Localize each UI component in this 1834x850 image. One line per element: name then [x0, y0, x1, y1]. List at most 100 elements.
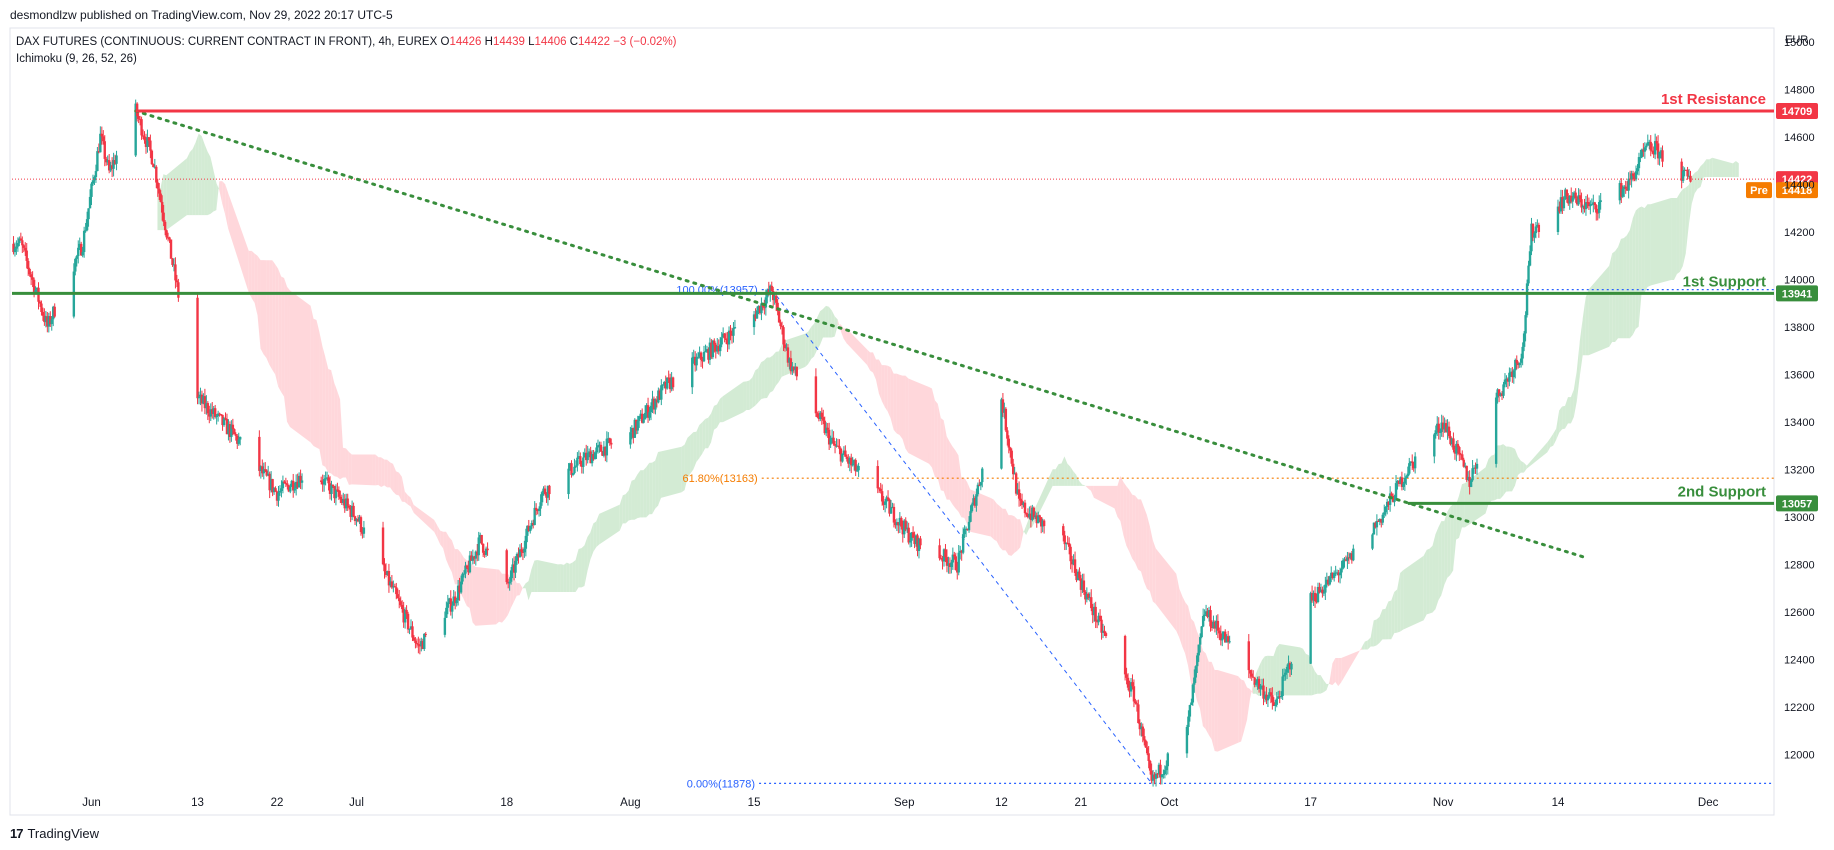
candle-body: [155, 166, 158, 183]
cloud-segment: [1014, 516, 1018, 553]
candle-body: [1104, 633, 1108, 637]
candle-body: [219, 414, 223, 416]
cloud-segment: [1394, 589, 1398, 634]
candle-body: [165, 230, 168, 238]
candle-body: [331, 484, 335, 487]
cloud-segment: [1694, 170, 1698, 194]
candle-body: [888, 499, 891, 514]
candle-body: [776, 302, 779, 312]
cloud-segment: [1067, 463, 1071, 486]
cloud-segment: [1432, 534, 1436, 613]
candle-body: [1265, 694, 1268, 701]
candle-body: [333, 486, 336, 499]
candle-body: [716, 346, 719, 352]
cloud-segment: [690, 432, 694, 474]
candle-body: [795, 366, 798, 377]
candle-body: [1321, 589, 1324, 594]
candle-body: [639, 413, 642, 417]
candle-body: [596, 445, 600, 448]
candle-body: [791, 366, 794, 372]
candle-body: [1151, 774, 1155, 781]
candle-body: [540, 492, 544, 503]
candle-body: [1029, 513, 1033, 520]
candle-body: [794, 366, 797, 370]
candle-body: [1213, 621, 1217, 629]
candle-body: [283, 481, 286, 484]
candle-body: [211, 409, 214, 414]
cloud-segment: [1185, 602, 1189, 666]
candle-body: [87, 208, 90, 220]
cloud-segment: [628, 480, 632, 521]
cloud-segment: [931, 388, 935, 477]
candle-body: [292, 480, 295, 491]
candle-body: [1648, 141, 1651, 143]
candle-body: [1621, 189, 1624, 197]
cloud-segment: [313, 318, 317, 448]
symbol-name[interactable]: DAX FUTURES (CONTINUOUS: CURRENT CONTRAC…: [16, 36, 438, 48]
indicator-label[interactable]: Ichimoku (9, 26, 52, 26): [16, 53, 137, 65]
candle-body: [415, 643, 419, 645]
cloud-segment: [743, 381, 747, 413]
candle-body: [237, 439, 240, 444]
candle-body: [90, 183, 93, 197]
candle-body: [1038, 515, 1041, 518]
candle-body: [297, 475, 301, 488]
price-axis[interactable]: 12000 12200 12400 12600 12800 13000 13200 13400…: [1784, 37, 1815, 762]
cloud-segment: [1005, 508, 1009, 556]
candle-body: [1144, 740, 1147, 748]
candle-body: [81, 252, 84, 256]
candle-body: [1689, 175, 1692, 182]
candle-body: [651, 398, 654, 406]
cloud-segment: [557, 564, 561, 592]
candle-body: [1212, 621, 1215, 629]
candle-body: [19, 238, 23, 241]
candle-body: [82, 230, 86, 253]
candle-body: [1558, 206, 1561, 212]
candle-body: [1197, 644, 1200, 656]
candle-body: [1081, 580, 1084, 590]
candle-body: [976, 484, 980, 495]
price-chart[interactable]: 100.00%(13957)61.80%(13163)0.00%(11878) …: [0, 0, 1834, 820]
cloud-segment: [563, 562, 567, 592]
cloud-segment: [958, 455, 962, 518]
candle-body: [1062, 526, 1065, 536]
candle-body: [227, 424, 230, 435]
cloud-segment: [1308, 655, 1312, 696]
candle-body: [1145, 747, 1149, 754]
candle-body: [336, 489, 339, 491]
candle-body: [604, 446, 607, 456]
x-tick-label: 15: [748, 797, 761, 809]
cloud-segment: [1618, 238, 1621, 339]
candle-body: [1007, 438, 1010, 448]
candle-body: [287, 485, 291, 492]
candle-body: [1371, 534, 1374, 549]
candle-body: [1618, 183, 1622, 201]
candle-body: [1596, 212, 1599, 214]
candle-body: [548, 485, 551, 495]
candle-body: [49, 316, 52, 325]
cloud-segment: [1506, 446, 1510, 492]
candle-body: [755, 310, 759, 319]
candle-body: [476, 551, 479, 556]
candle-body: [44, 316, 48, 323]
candle-body: [534, 507, 538, 510]
candle-body: [879, 488, 882, 492]
y-tick-label: 12200: [1784, 702, 1815, 714]
cloud-segment: [1079, 480, 1083, 486]
candle-body: [649, 405, 653, 413]
cloud-segment: [831, 310, 835, 338]
candle-body: [1628, 178, 1632, 180]
time-axis[interactable]: Jun 13 22 Jul 18 Aug 15 Sep 12 21 Oct 17 Nov 14 Dec: [82, 797, 1718, 809]
candle-body: [788, 358, 791, 363]
candle-body: [1633, 176, 1636, 180]
pre-market-tag-text: Pre: [1750, 185, 1768, 197]
candle-body: [1275, 698, 1278, 705]
x-tick-label: 17: [1304, 797, 1317, 809]
candle-body: [1394, 483, 1398, 501]
cloud-segment: [260, 260, 264, 355]
cloud-segment: [407, 495, 411, 507]
candle-body: [1651, 150, 1654, 152]
candle-body: [166, 237, 170, 239]
cloud-segment: [769, 355, 773, 393]
cloud-segment: [1650, 197, 1672, 286]
